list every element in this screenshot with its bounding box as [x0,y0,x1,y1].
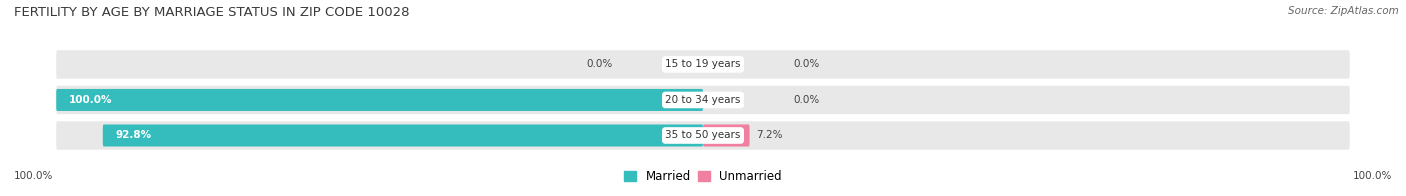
Text: FERTILITY BY AGE BY MARRIAGE STATUS IN ZIP CODE 10028: FERTILITY BY AGE BY MARRIAGE STATUS IN Z… [14,6,409,19]
Text: 7.2%: 7.2% [756,131,783,141]
FancyBboxPatch shape [56,89,703,111]
Text: 35 to 50 years: 35 to 50 years [665,131,741,141]
Text: 100.0%: 100.0% [69,95,112,105]
Text: 100.0%: 100.0% [14,171,53,181]
Text: Source: ZipAtlas.com: Source: ZipAtlas.com [1288,6,1399,16]
FancyBboxPatch shape [56,86,1350,114]
Text: 0.0%: 0.0% [793,59,820,69]
FancyBboxPatch shape [103,124,703,146]
Text: 0.0%: 0.0% [793,95,820,105]
FancyBboxPatch shape [56,50,1350,79]
Text: 100.0%: 100.0% [1353,171,1392,181]
Text: 92.8%: 92.8% [115,131,152,141]
FancyBboxPatch shape [703,124,749,146]
Text: 0.0%: 0.0% [586,59,613,69]
Text: 15 to 19 years: 15 to 19 years [665,59,741,69]
Text: 20 to 34 years: 20 to 34 years [665,95,741,105]
FancyBboxPatch shape [56,121,1350,150]
Legend: Married, Unmarried: Married, Unmarried [620,165,786,188]
